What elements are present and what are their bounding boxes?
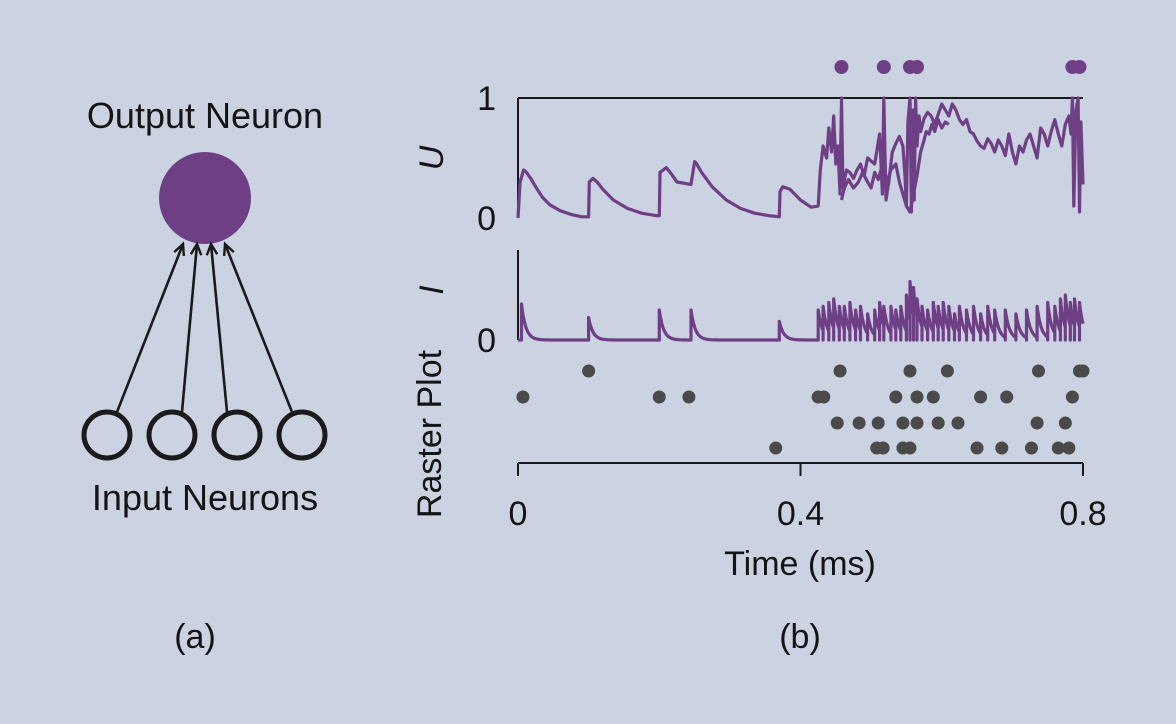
raster-spike bbox=[889, 390, 903, 404]
connection-line bbox=[115, 243, 185, 413]
raster-spike bbox=[1032, 364, 1046, 378]
u-tick-label-bottom: 0 bbox=[477, 200, 496, 238]
input-neuron bbox=[81, 409, 133, 461]
x-tick-label: 0.8 bbox=[1059, 495, 1106, 533]
raster-spike bbox=[1062, 441, 1076, 455]
synaptic-connections bbox=[115, 241, 294, 413]
raster-spike bbox=[1030, 416, 1044, 430]
raster-plot: Raster Plot 0 0.4 0.8 Time (ms) bbox=[411, 349, 1107, 583]
output-spike-dot bbox=[876, 60, 891, 74]
output-neuron-label: Output Neuron bbox=[87, 95, 323, 136]
connection-arrowhead bbox=[205, 241, 219, 256]
raster-spike bbox=[926, 390, 940, 404]
raster-spike bbox=[852, 416, 866, 430]
raster-spike bbox=[974, 390, 988, 404]
raster-spike bbox=[1065, 390, 1079, 404]
raster-spike bbox=[940, 364, 954, 378]
raster-spike bbox=[896, 416, 910, 430]
input-neurons bbox=[81, 409, 328, 461]
u-trace-line bbox=[839, 117, 950, 214]
raster-spike bbox=[516, 390, 530, 404]
u-axis-label: U bbox=[413, 145, 451, 170]
raster-spike bbox=[1051, 441, 1065, 455]
raster-spike bbox=[995, 441, 1009, 455]
panel-a-caption: (a) bbox=[174, 618, 216, 656]
i-trace bbox=[518, 279, 1085, 342]
raster-spike bbox=[682, 390, 696, 404]
raster-axis-label: Raster Plot bbox=[411, 349, 449, 518]
connection-line bbox=[223, 243, 294, 413]
u-tick-label-top: 1 bbox=[477, 80, 496, 118]
raster-spike bbox=[833, 364, 847, 378]
raster-spike bbox=[1024, 441, 1038, 455]
connection-arrowhead bbox=[222, 241, 235, 257]
output-spike-markers bbox=[834, 60, 1087, 74]
raster-spike bbox=[1000, 390, 1014, 404]
u-traces bbox=[516, 96, 1085, 219]
i-tick-label-zero: 0 bbox=[477, 322, 496, 360]
u-trace-line bbox=[516, 96, 1085, 219]
raster-spike bbox=[1076, 364, 1090, 378]
raster-spike bbox=[903, 364, 917, 378]
raster-spike bbox=[951, 416, 965, 430]
panel-b-caption: (b) bbox=[779, 618, 821, 656]
x-tick-label: 0 bbox=[509, 495, 528, 533]
i-plot: 0 I bbox=[413, 250, 1085, 360]
u-plot: 1 0 U bbox=[413, 60, 1087, 238]
i-trace-line bbox=[518, 279, 1085, 342]
connection-line bbox=[180, 243, 199, 413]
output-neuron bbox=[159, 152, 251, 244]
output-spike-dot bbox=[1072, 60, 1087, 74]
panel-b-plots: 1 0 U 0 I Raster Plot 0 0.4 0.8 Time (ms) … bbox=[411, 60, 1107, 656]
raster-spike bbox=[876, 441, 890, 455]
output-spike-dot bbox=[910, 60, 925, 74]
raster-spike bbox=[903, 441, 917, 455]
raster-spike bbox=[910, 390, 924, 404]
raster-spike bbox=[1058, 416, 1072, 430]
connection-line bbox=[209, 243, 229, 413]
raster-spikes bbox=[516, 364, 1090, 455]
x-tick-label: 0.4 bbox=[777, 495, 824, 533]
raster-spike bbox=[910, 416, 924, 430]
raster-spike bbox=[582, 364, 596, 378]
x-ticks: 0 0.4 0.8 bbox=[509, 463, 1107, 533]
connection-arrowhead bbox=[173, 241, 186, 257]
raster-spike bbox=[871, 416, 885, 430]
i-axis-label: I bbox=[413, 285, 451, 295]
connection-arrowhead bbox=[189, 241, 203, 256]
x-axis-label: Time (ms) bbox=[724, 545, 876, 583]
output-spike-dot bbox=[834, 60, 849, 74]
raster-spike bbox=[931, 416, 945, 430]
input-neuron bbox=[146, 409, 198, 461]
input-neurons-label: Input Neurons bbox=[92, 477, 318, 518]
raster-spike bbox=[817, 390, 831, 404]
panel-a-network-diagram: Output Neuron Input Neurons (a) bbox=[81, 95, 328, 656]
raster-spike bbox=[830, 416, 844, 430]
raster-spike bbox=[970, 441, 984, 455]
input-neuron bbox=[276, 409, 328, 461]
raster-spike bbox=[652, 390, 666, 404]
raster-spike bbox=[769, 441, 783, 455]
input-neuron bbox=[211, 409, 263, 461]
